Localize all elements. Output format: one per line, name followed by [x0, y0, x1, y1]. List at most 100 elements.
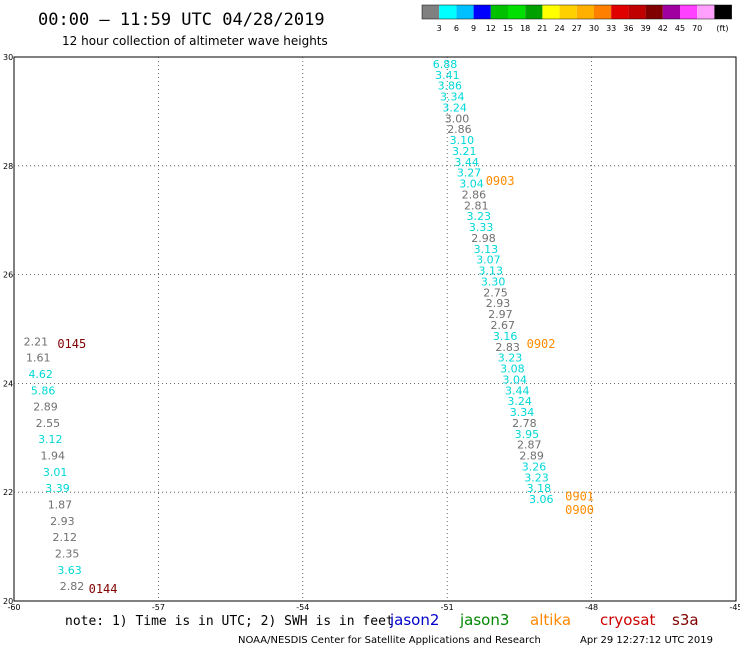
wave-height-value: 3.24 — [442, 101, 467, 114]
legend-label: 6 — [454, 24, 459, 33]
legend-label: 9 — [471, 24, 476, 33]
wave-height-value: 3.01 — [43, 466, 68, 479]
legend-swatch — [628, 5, 646, 19]
wave-height-value: 3.44 — [454, 156, 479, 169]
wave-height-value: 5.86 — [31, 384, 55, 397]
wave-height-value: 3.06 — [529, 493, 554, 506]
wave-height-value: 3.21 — [452, 145, 477, 158]
legend-frame — [421, 4, 732, 20]
satellite-name-altika: altika — [530, 611, 571, 629]
satellite-name-s3a: s3a — [672, 611, 699, 629]
legend-unit: (ft) — [716, 24, 728, 33]
satellite-name-jason3: jason3 — [459, 611, 509, 629]
wave-height-value: 3.39 — [45, 482, 70, 495]
wave-height-value: 3.24 — [507, 395, 532, 408]
x-tick-label: -48 — [585, 603, 598, 612]
legend-swatch — [456, 5, 474, 19]
wave-height-value: 3.08 — [500, 363, 525, 376]
wave-height-value: 3.33 — [469, 221, 494, 234]
x-tick-label: -57 — [152, 603, 165, 612]
grid-lines — [14, 57, 736, 601]
data-labels: 6.883.413.863.343.243.002.863.103.213.44… — [24, 58, 554, 593]
legend-swatch — [645, 5, 663, 19]
legend-label: 39 — [641, 24, 651, 33]
wave-height-value: 3.13 — [478, 265, 503, 278]
wave-height-value: 2.55 — [36, 417, 61, 430]
satellite-name-jason2: jason2 — [389, 611, 439, 629]
wave-height-value: 3.07 — [476, 254, 501, 267]
axis-ticks: -60 -57 -54 -51 -48 -45 20 22 24 26 28 30 — [3, 53, 740, 612]
legend-label: 45 — [675, 24, 685, 33]
wave-height-value: 2.97 — [488, 308, 513, 321]
y-tick-label: 28 — [3, 162, 13, 171]
wave-height-value: 2.89 — [33, 401, 58, 414]
wave-height-value: 2.89 — [519, 450, 544, 463]
wave-height-value: 2.93 — [486, 297, 511, 310]
legend-swatch — [542, 5, 560, 19]
legend-label: 15 — [503, 24, 513, 33]
wave-height-value: 3.95 — [515, 428, 540, 441]
legend-swatch — [697, 5, 715, 19]
wave-height-value: 1.94 — [40, 450, 64, 463]
pass-label: 0903 — [486, 174, 515, 188]
y-tick-label: 24 — [3, 379, 13, 388]
legend-label: 24 — [555, 24, 565, 33]
legend-label: 12 — [486, 24, 496, 33]
legend-label: 3 — [437, 24, 442, 33]
wave-height-value: 3.23 — [524, 471, 549, 484]
wave-height-value: 2.87 — [517, 439, 542, 452]
x-tick-label: -51 — [441, 603, 454, 612]
wave-height-value: 2.21 — [24, 335, 49, 348]
wave-height-value: 3.34 — [440, 91, 465, 104]
legend-label: 70 — [692, 24, 702, 33]
y-tick-label: 20 — [3, 597, 13, 606]
wave-height-value: 1.61 — [26, 352, 51, 365]
wave-height-value: 3.04 — [503, 373, 528, 386]
wave-height-value: 3.12 — [38, 433, 63, 446]
legend-label: 30 — [589, 24, 599, 33]
wave-height-value: 2.86 — [447, 123, 472, 136]
y-tick-label: 22 — [3, 488, 13, 497]
color-legend: 3 6 9 12 15 18 21 24 27 30 33 36 39 42 45 70 (ft) — [421, 4, 732, 33]
legend-swatch — [508, 5, 526, 19]
footer-timestamp: Apr 29 12:27:12 UTC 2019 — [580, 635, 713, 646]
wave-height-value: 3.86 — [438, 80, 463, 93]
pass-label: 0902 — [527, 337, 556, 351]
pass-label: 0144 — [89, 582, 118, 596]
wave-height-value: 2.93 — [50, 515, 75, 528]
legend-swatch — [559, 5, 577, 19]
y-tick-label: 30 — [3, 53, 13, 62]
legend-swatch — [439, 5, 457, 19]
wave-height-value: 3.23 — [498, 352, 523, 365]
wave-height-value: 3.27 — [457, 167, 482, 180]
wave-height-value: 3.41 — [435, 69, 460, 82]
wave-height-value: 3.18 — [527, 482, 552, 495]
wave-height-value: 3.13 — [474, 243, 499, 256]
wave-height-value: 3.23 — [466, 210, 491, 223]
legend-label: 42 — [658, 24, 668, 33]
wave-height-value: 3.30 — [481, 275, 506, 288]
wave-height-value: 2.98 — [471, 232, 496, 245]
wave-height-value: 2.75 — [483, 286, 508, 299]
legend-label: 18 — [520, 24, 530, 33]
wave-height-value: 1.87 — [48, 499, 72, 512]
y-tick-label: 26 — [3, 271, 13, 280]
satellite-legend: jason2 jason3 altika cryosat s3a — [389, 611, 699, 629]
wave-height-value: 3.00 — [445, 112, 470, 125]
wave-height-value: 3.10 — [450, 134, 475, 147]
pass-label: 0145 — [57, 337, 86, 351]
wave-height-value: 3.63 — [57, 564, 82, 577]
legend-swatch — [680, 5, 698, 19]
footer-note: note: 1) Time is in UTC; 2) SWH is in fe… — [65, 614, 394, 629]
wave-height-value: 6.88 — [433, 58, 458, 71]
legend-swatch — [422, 5, 440, 19]
legend-swatch — [714, 5, 732, 19]
wave-height-value: 3.26 — [522, 460, 547, 473]
pass-label: 0901 — [565, 489, 594, 503]
x-tick-label: -54 — [296, 603, 309, 612]
wave-height-value: 2.12 — [53, 531, 78, 544]
x-tick-label: -45 — [729, 603, 740, 612]
legend-swatch — [611, 5, 629, 19]
